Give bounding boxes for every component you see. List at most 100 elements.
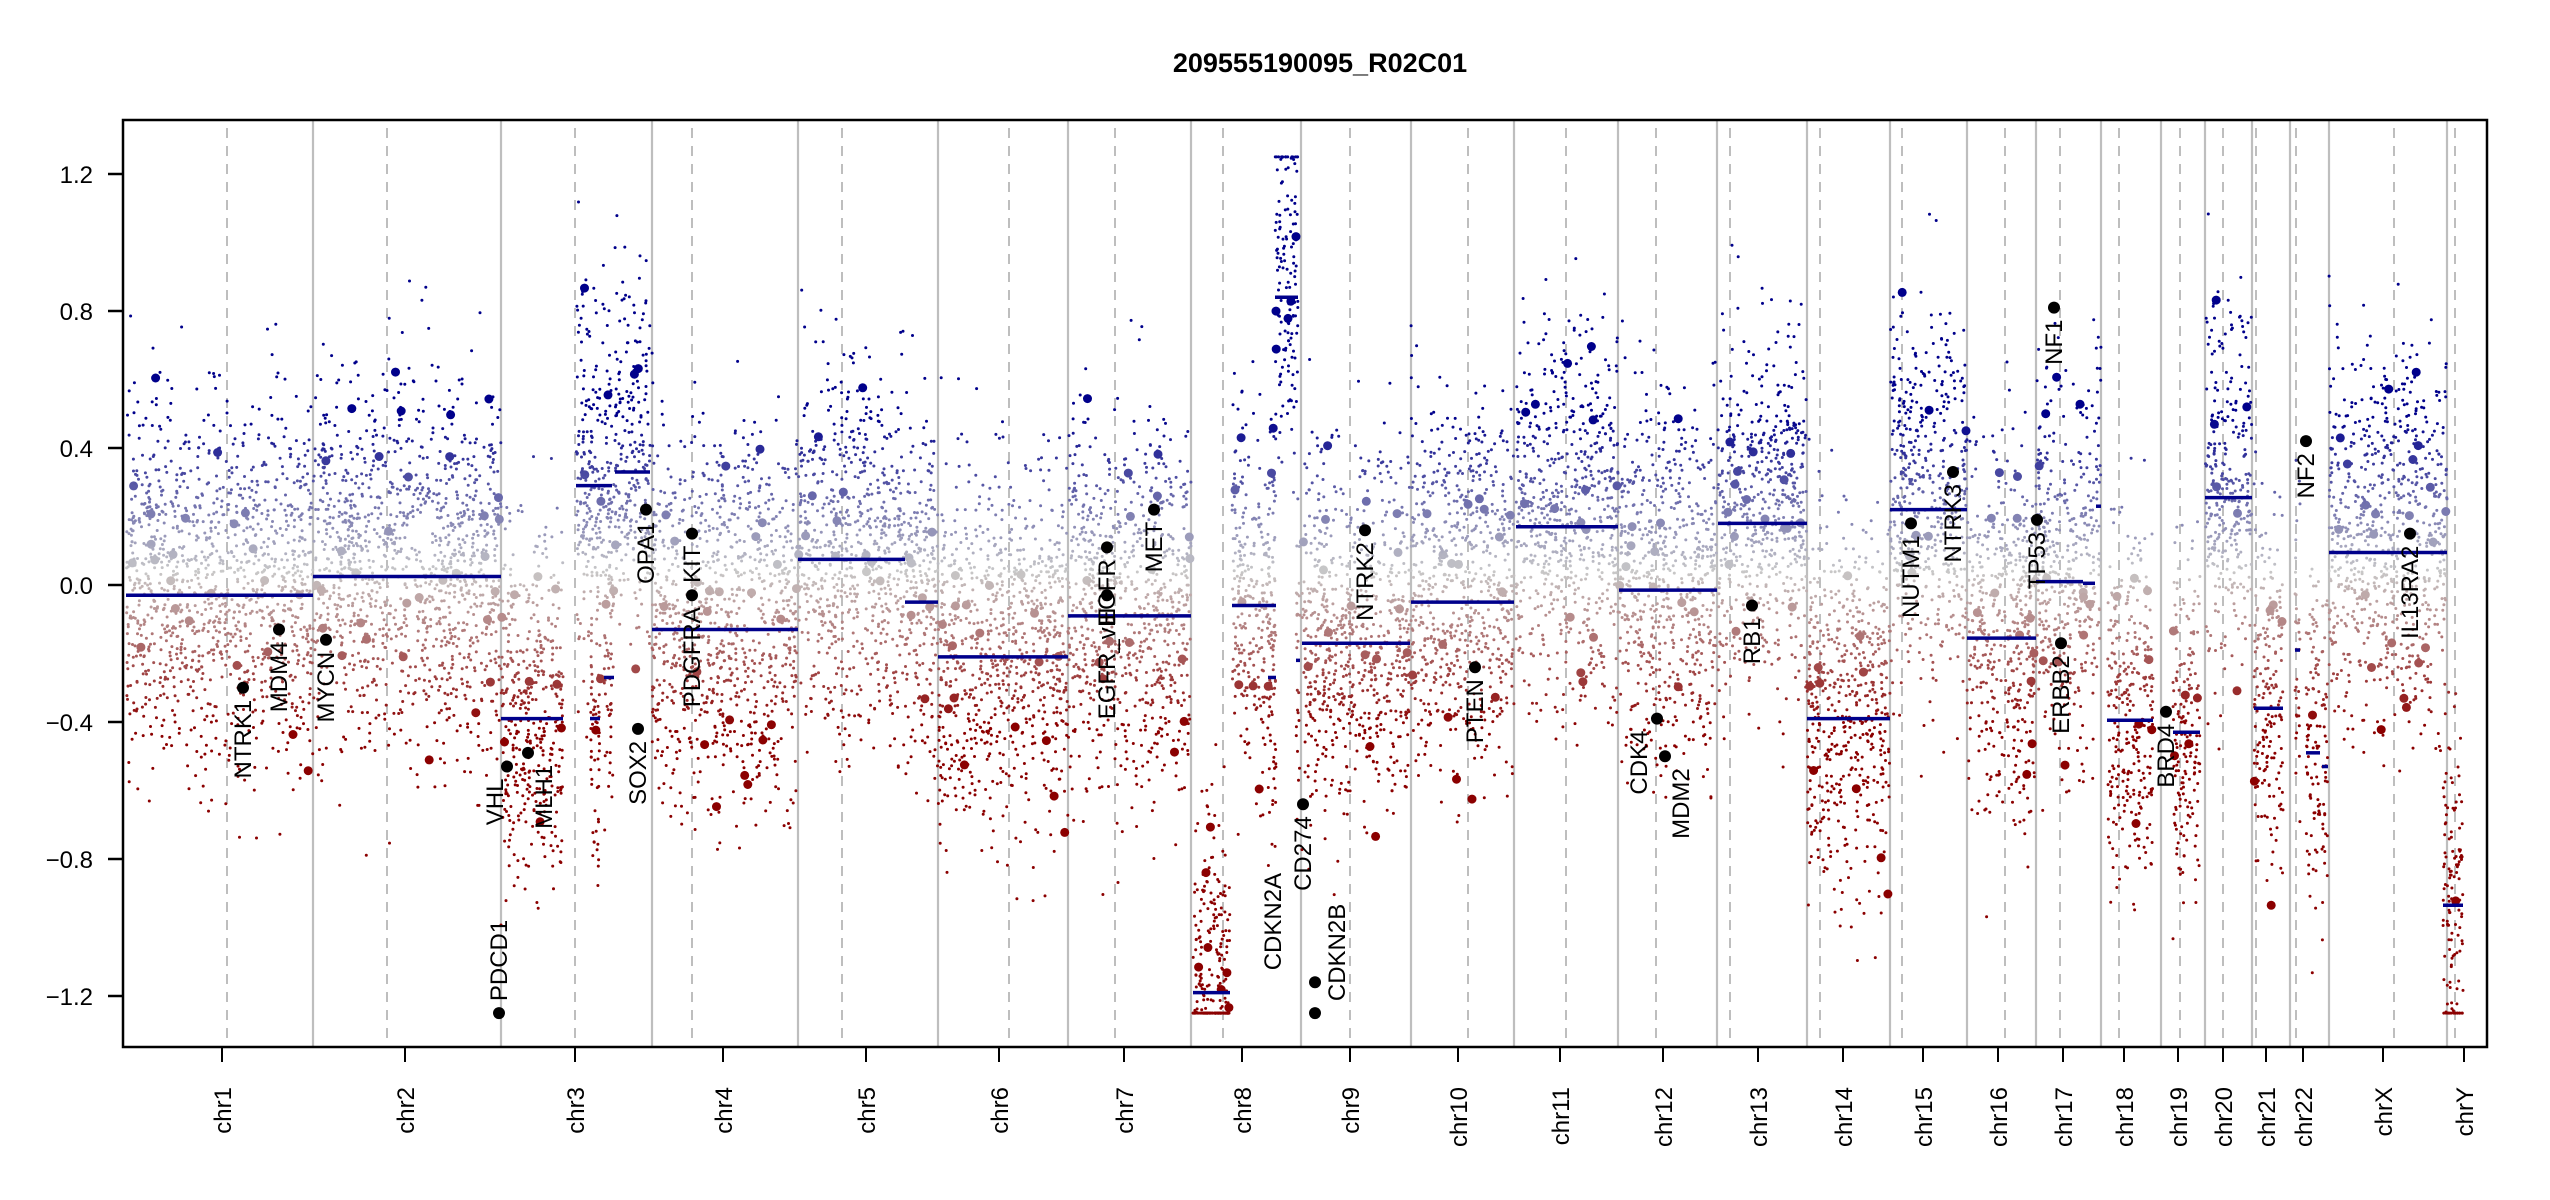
probe-point <box>376 516 380 520</box>
probe-point <box>597 487 601 491</box>
probe-point <box>421 609 425 613</box>
probe-point <box>156 439 160 443</box>
probe-point <box>882 500 886 504</box>
probe-point <box>212 375 216 379</box>
probe-point <box>554 720 557 724</box>
probe-point <box>608 751 612 755</box>
probe-point <box>551 864 555 868</box>
probe-point <box>609 615 613 619</box>
probe-point <box>589 639 593 643</box>
probe-point <box>229 639 232 643</box>
probe-point <box>289 673 293 677</box>
probe-point <box>746 443 750 446</box>
probe-point <box>364 473 368 477</box>
probe-point <box>227 758 231 762</box>
probe-point <box>575 499 579 503</box>
probe-point <box>163 677 167 681</box>
probe-point <box>425 656 429 660</box>
probe-point <box>575 452 579 456</box>
probe-point <box>743 624 746 628</box>
probe-point <box>587 462 591 466</box>
probe-point <box>525 648 529 652</box>
probe-point <box>186 517 190 521</box>
probe-point <box>466 610 470 614</box>
probe-point <box>199 734 203 738</box>
probe-point <box>170 744 174 748</box>
probe-point <box>472 699 476 703</box>
probe-point <box>507 845 511 849</box>
probe-point <box>425 494 429 498</box>
probe-point <box>152 661 156 665</box>
probe-point <box>505 506 509 509</box>
probe-point <box>598 413 602 417</box>
probe-point <box>314 396 318 400</box>
probe-point <box>511 827 515 831</box>
probe-point <box>350 619 353 623</box>
probe-point <box>899 562 903 566</box>
probe-point <box>737 695 741 699</box>
probe-point <box>506 649 510 653</box>
probe-point <box>406 674 410 678</box>
probe-point <box>251 579 254 583</box>
probe-point <box>747 501 751 505</box>
probe-point <box>174 611 178 615</box>
probe-point <box>348 493 352 497</box>
probe-point <box>127 642 131 646</box>
probe-point <box>530 842 533 846</box>
probe-point <box>210 749 214 753</box>
probe-point <box>333 603 337 607</box>
probe-point <box>314 558 318 562</box>
probe-point <box>652 513 656 517</box>
probe-point <box>589 755 593 759</box>
probe-point <box>867 493 871 497</box>
probe-point <box>609 551 613 554</box>
probe-point <box>319 474 323 478</box>
probe-point <box>593 455 597 459</box>
probe-point <box>538 640 542 643</box>
probe-point <box>697 420 701 424</box>
probe-point <box>880 528 884 532</box>
probe-point <box>131 655 135 659</box>
probe-point <box>678 539 682 543</box>
probe-point <box>322 548 326 551</box>
probe-point <box>510 590 519 600</box>
probe-point <box>610 683 613 687</box>
probe-point <box>595 571 599 575</box>
probe-point <box>847 734 851 737</box>
probe-point <box>755 461 759 465</box>
probe-point <box>878 699 882 703</box>
probe-point <box>580 283 589 293</box>
probe-point <box>628 443 632 447</box>
probe-point <box>823 579 827 583</box>
probe-point <box>130 737 134 741</box>
probe-point <box>772 757 776 761</box>
probe-point <box>209 520 213 524</box>
probe-point <box>840 620 844 624</box>
probe-point <box>197 582 201 586</box>
probe-point <box>632 406 636 410</box>
probe-point <box>499 923 503 927</box>
probe-point <box>861 647 864 650</box>
probe-point <box>354 529 358 533</box>
probe-point <box>155 506 158 510</box>
probe-point <box>741 647 745 651</box>
probe-point <box>196 576 200 580</box>
probe-point <box>203 531 207 535</box>
probe-point <box>821 553 825 557</box>
probe-point <box>383 600 387 604</box>
probe-point <box>252 698 256 702</box>
probe-point <box>508 519 512 523</box>
probe-point <box>749 797 753 801</box>
probe-point <box>519 504 523 507</box>
probe-point <box>817 561 821 565</box>
probe-point <box>409 477 412 481</box>
probe-point <box>339 456 343 460</box>
probe-point <box>544 798 548 802</box>
probe-point <box>484 549 488 553</box>
probe-point <box>500 737 509 747</box>
probe-point <box>595 516 599 520</box>
probe-point <box>599 497 603 501</box>
probe-point <box>381 463 385 467</box>
probe-point <box>677 521 681 525</box>
probe-point <box>800 546 804 550</box>
